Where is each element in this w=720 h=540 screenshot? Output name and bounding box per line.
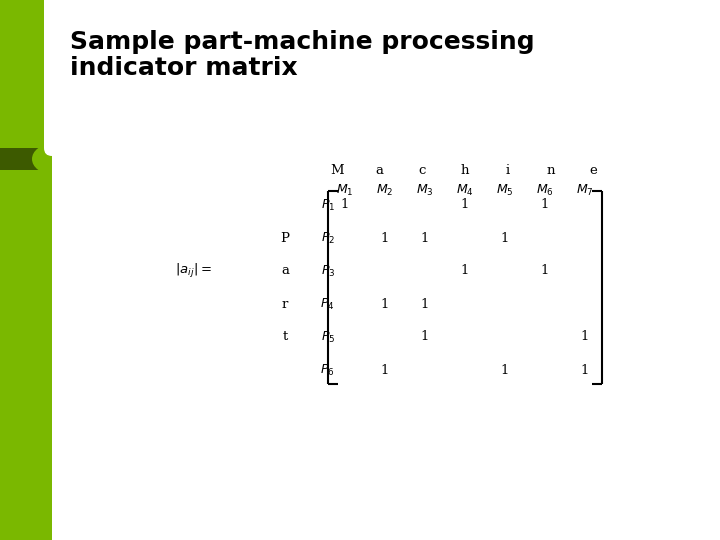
Bar bbox=[52, 148, 720, 540]
Text: $|a_{ij}|=$: $|a_{ij}|=$ bbox=[175, 262, 212, 280]
Text: 1: 1 bbox=[420, 330, 429, 343]
Text: 1: 1 bbox=[420, 232, 429, 245]
Text: $M_2$: $M_2$ bbox=[377, 183, 394, 198]
Text: a: a bbox=[281, 265, 289, 278]
Text: 1: 1 bbox=[541, 199, 549, 212]
Text: i: i bbox=[505, 164, 510, 177]
Text: $P_2$: $P_2$ bbox=[321, 231, 335, 246]
Text: a: a bbox=[376, 164, 384, 177]
Text: 1: 1 bbox=[501, 232, 509, 245]
Text: $P_3$: $P_3$ bbox=[320, 264, 335, 279]
Text: $P_5$: $P_5$ bbox=[320, 329, 335, 345]
Bar bbox=[0, 0, 52, 540]
Text: $M_3$: $M_3$ bbox=[416, 183, 434, 198]
Text: indicator matrix: indicator matrix bbox=[70, 56, 297, 80]
Text: h: h bbox=[461, 164, 469, 177]
Text: 1: 1 bbox=[461, 265, 469, 278]
Text: $M_7$: $M_7$ bbox=[576, 183, 594, 198]
Text: P: P bbox=[281, 232, 289, 245]
Text: e: e bbox=[589, 164, 597, 177]
Text: 1: 1 bbox=[341, 199, 349, 212]
Text: 1: 1 bbox=[461, 199, 469, 212]
Text: $M_1$: $M_1$ bbox=[336, 183, 354, 198]
Text: 1: 1 bbox=[581, 330, 589, 343]
Text: $M_5$: $M_5$ bbox=[496, 183, 514, 198]
Text: 1: 1 bbox=[420, 298, 429, 310]
Text: t: t bbox=[282, 330, 287, 343]
Text: 1: 1 bbox=[541, 265, 549, 278]
Text: c: c bbox=[418, 164, 426, 177]
Text: M: M bbox=[330, 164, 344, 177]
Text: 1: 1 bbox=[581, 363, 589, 376]
Text: 1: 1 bbox=[381, 298, 390, 310]
Ellipse shape bbox=[32, 144, 72, 174]
Text: $P_6$: $P_6$ bbox=[320, 362, 335, 377]
FancyBboxPatch shape bbox=[44, 0, 720, 156]
Text: r: r bbox=[282, 298, 288, 310]
Text: $P_4$: $P_4$ bbox=[320, 296, 335, 312]
Text: 1: 1 bbox=[501, 363, 509, 376]
Text: 1: 1 bbox=[381, 232, 390, 245]
Text: $M_6$: $M_6$ bbox=[536, 183, 554, 198]
Text: $M_4$: $M_4$ bbox=[456, 183, 474, 198]
Bar bbox=[0, 148, 720, 170]
Text: $P_1$: $P_1$ bbox=[320, 198, 335, 213]
Text: n: n bbox=[546, 164, 554, 177]
Text: 1: 1 bbox=[381, 363, 390, 376]
Text: Sample part-machine processing: Sample part-machine processing bbox=[70, 30, 535, 54]
